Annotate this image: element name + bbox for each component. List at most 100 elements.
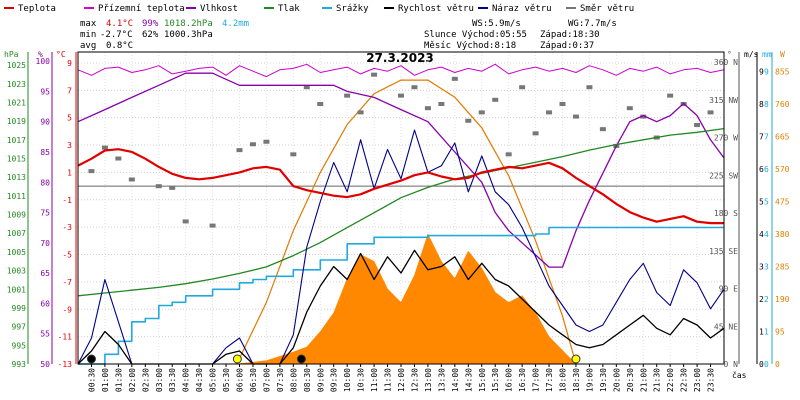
wind-direction-point <box>209 223 216 228</box>
x-tick-label: 16:30 <box>518 368 527 392</box>
x-tick-label: 02:30 <box>141 368 150 392</box>
wind-direction-point <box>236 148 243 153</box>
x-tick-label: 15:30 <box>491 368 500 392</box>
axis-wind-tick: 7 <box>759 133 764 142</box>
axis-humidity-tick: 100 <box>36 57 51 66</box>
axis-direction-tick: 180 S <box>714 209 738 218</box>
axis-solar-tick: 95 <box>775 328 785 337</box>
axis-wind-tick: 3 <box>759 263 764 272</box>
axis-pressure-tick: 1017 <box>7 136 26 145</box>
wind-direction-point <box>626 106 633 111</box>
x-tick-label: 07:30 <box>276 368 285 392</box>
wind-direction-point <box>169 185 176 190</box>
wind-direction-point <box>182 219 189 224</box>
axis-pressure-tick: 1025 <box>7 61 26 70</box>
x-tick-label: 14:30 <box>464 368 473 392</box>
x-tick-label: 04:00 <box>182 368 191 392</box>
wind-direction-point <box>249 142 256 147</box>
axis-precip-tick: 2 <box>764 295 769 304</box>
axis-pressure-tick: 995 <box>12 341 27 350</box>
stat-min-temp: -2.7°C <box>100 30 133 40</box>
wind-direction-point <box>290 152 297 157</box>
wind-direction-point <box>115 156 122 161</box>
x-tick-label: 06:00 <box>236 368 245 392</box>
axis-temp-tick: 7 <box>67 86 72 95</box>
axis-pressure-tick: 997 <box>12 323 27 332</box>
series-temperature <box>77 148 724 225</box>
wind-direction-point <box>586 85 593 90</box>
stat-max-label: max <box>80 19 97 29</box>
axis-pressure-tick: 1005 <box>7 248 26 257</box>
axis-direction-tick: 135 SE <box>709 247 738 256</box>
series-solar-theoretical <box>236 79 577 365</box>
x-tick-label: 21:00 <box>639 368 648 392</box>
x-tick-label: 20:00 <box>612 368 621 392</box>
x-tick-label: 20:30 <box>626 368 635 392</box>
moonrise-marker <box>296 354 306 364</box>
axis-pressure-tick: 1013 <box>7 173 26 182</box>
x-tick-label: 06:30 <box>249 368 258 392</box>
sun-set: Západ:18:30 <box>540 30 600 40</box>
x-tick-label: 01:30 <box>114 368 123 392</box>
axis-humidity-tick: 85 <box>40 148 50 157</box>
axis-pressure-tick: 1019 <box>7 117 26 126</box>
unit-headers: hPa % °C ° m/s mm W čas <box>4 50 785 380</box>
wind-direction-point <box>559 102 566 106</box>
wind-ws: WS:5.9m/s <box>472 19 521 29</box>
axis-wind-tick: 9 <box>759 68 764 77</box>
axis-humidity-tick: 65 <box>40 269 50 278</box>
wind-direction-layer <box>88 72 714 228</box>
chart-title: 27.3.2023 <box>366 51 434 65</box>
axis-pressure-tick: 1011 <box>7 192 26 201</box>
axis-humidity-tick: 70 <box>40 239 50 248</box>
x-tick-label: 23:00 <box>693 368 702 392</box>
axis-wind-tick: 4 <box>759 230 764 239</box>
x-tick-label: 16:00 <box>505 368 514 392</box>
unit-celsius: °C <box>56 50 66 59</box>
series-ground-temperature <box>77 63 725 78</box>
axis-precip-tick: 4 <box>764 230 769 239</box>
stat-min-pressure: 1000.3hPa <box>164 30 213 40</box>
axis-precip-tick: 3 <box>764 263 769 272</box>
wind-direction-point <box>398 93 404 98</box>
axis-direction-tick: 90 E <box>719 285 738 294</box>
stat-max-pressure: 1018.2hPa <box>164 19 213 29</box>
axis-direction-tick: 0 N <box>724 360 739 369</box>
wind-direction-point <box>303 85 310 90</box>
x-tick-label: 12:30 <box>411 368 420 392</box>
axis-humidity-tick: 60 <box>40 299 50 308</box>
axis-temp-tick: -3 <box>62 223 72 232</box>
stat-max-humidity: 99% <box>142 19 159 29</box>
x-tick-label: 08:00 <box>289 368 298 392</box>
stat-total-precip: 4.2mm <box>222 19 249 29</box>
axis-solar-tick: 665 <box>775 133 790 142</box>
x-tick-label: 12:00 <box>397 368 406 392</box>
x-tick-label: 18:30 <box>572 368 581 392</box>
axis-direction-tick: 270 W <box>714 134 738 143</box>
series-pressure <box>77 127 725 297</box>
axis-solar-tick: 190 <box>775 295 790 304</box>
axis-pressure-tick: 1007 <box>7 229 26 238</box>
x-tick-label: 00:30 <box>88 368 97 392</box>
wind-direction-point <box>438 102 445 106</box>
stat-min-label: min <box>80 30 96 40</box>
wind-direction-point <box>505 152 512 157</box>
unit-ms: m/s <box>744 50 759 59</box>
axis-precip-tick: 1 <box>764 328 769 337</box>
axis-pressure-tick: 1023 <box>7 80 26 89</box>
x-tick-label: 09:30 <box>330 368 339 392</box>
x-tick-label: 14:00 <box>451 368 460 392</box>
axis-precip-tick: 8 <box>764 100 769 109</box>
axis-pressure-tick: 999 <box>12 304 27 313</box>
wind-direction-point <box>101 145 108 150</box>
axis-temp-tick: 1 <box>67 168 72 177</box>
axis-precip-tick: 6 <box>764 165 769 174</box>
x-tick-label: 13:00 <box>424 368 433 392</box>
x-tick-label: 10:00 <box>343 368 352 392</box>
x-tick-label: 22:00 <box>666 368 675 392</box>
x-tick-label: 03:00 <box>155 368 164 392</box>
axis-wind-tick: 6 <box>759 165 764 174</box>
x-tick-label: 03:30 <box>168 368 177 392</box>
wind-direction-point <box>667 93 674 98</box>
